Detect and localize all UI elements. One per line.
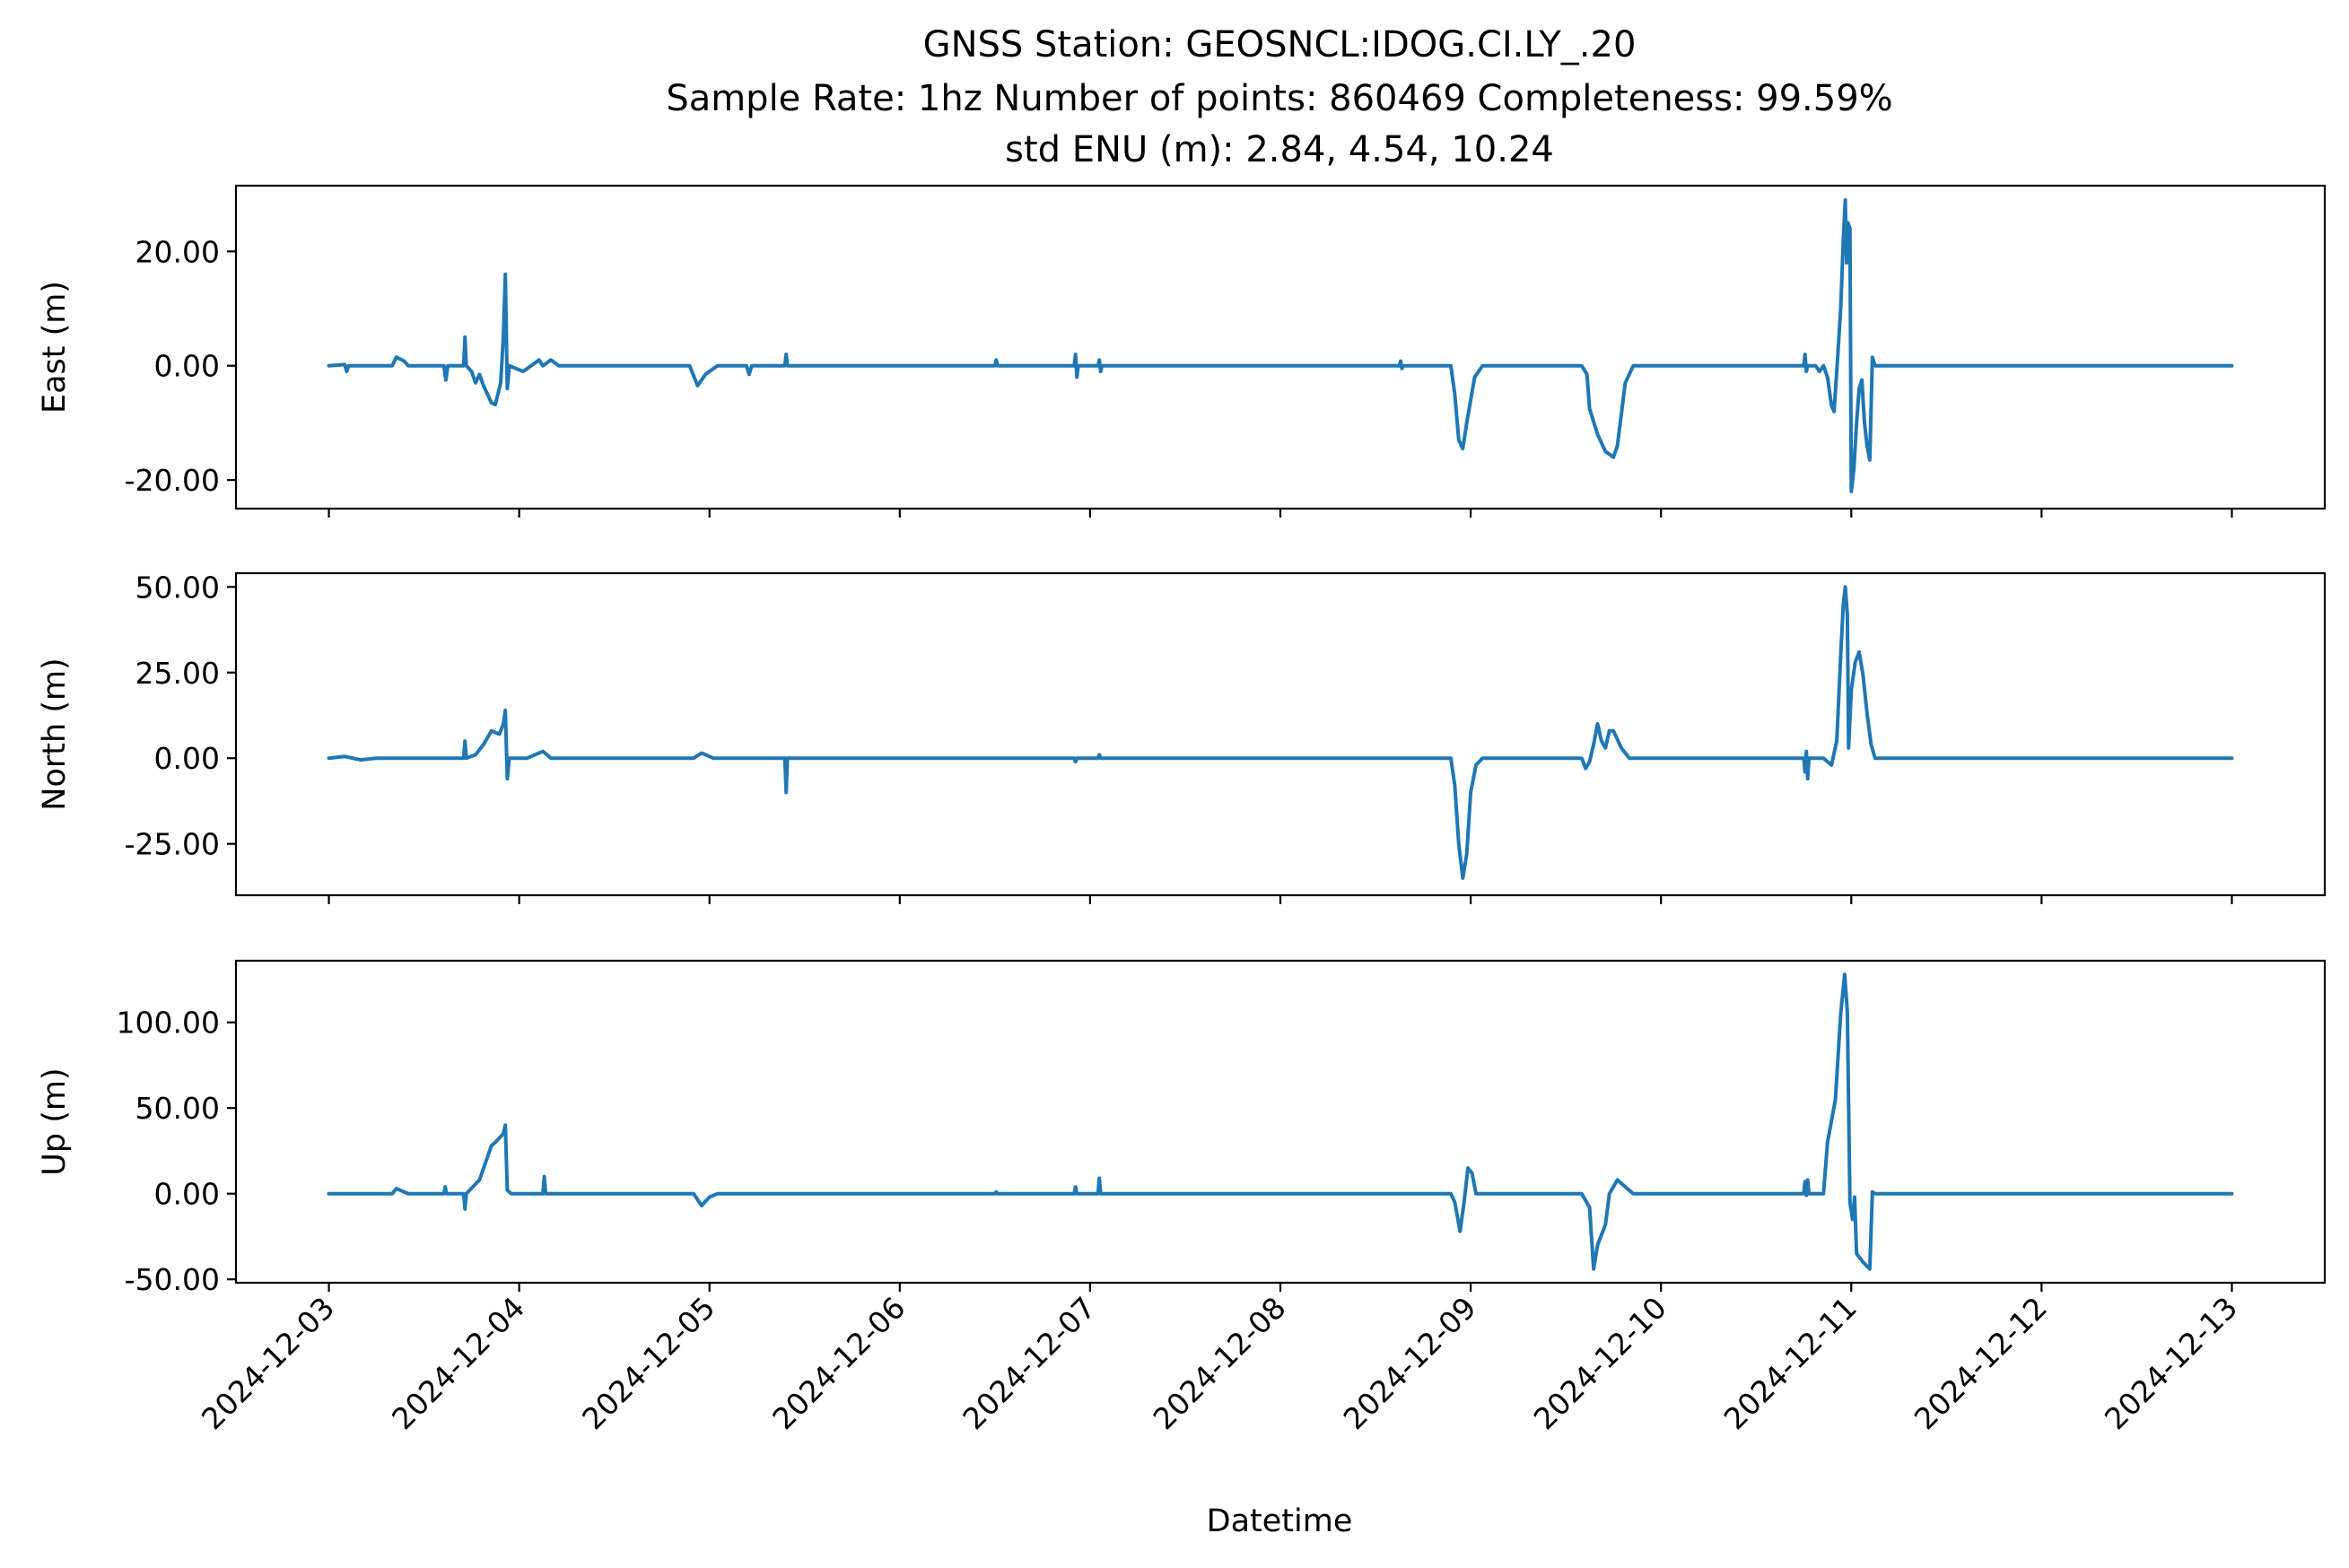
x-axis-label: Datetime — [1207, 1503, 1353, 1539]
plot-frame — [234, 571, 2327, 897]
x-tick-label: 2024-12-05 — [575, 1290, 721, 1436]
plot-frame — [234, 184, 2327, 510]
series-line — [327, 197, 2234, 493]
y-tick-label: 20.00 — [135, 234, 220, 269]
y-tick-label: 0.00 — [154, 1177, 220, 1212]
chart-title: GNSS Station: GEOSNCL:IDOG.CI.LY_.20 Sam… — [666, 24, 1892, 170]
panel-east: -20.00 0.00 20.00 East (m) — [37, 184, 2327, 518]
chart-title-line-3: std ENU (m): 2.84, 4.54, 10.24 — [1005, 129, 1554, 170]
y-tick-label: -25.00 — [125, 827, 220, 862]
y-tick-label: 100.00 — [117, 1006, 220, 1041]
x-tick-label: 2024-12-11 — [1717, 1290, 1864, 1436]
series-line — [327, 585, 2234, 880]
subplot-panels: -20.00 0.00 20.00 East (m) -25.00 0.00 25.00 50… — [37, 184, 2327, 1436]
chart-title-line-2: Sample Rate: 1hz Number of points: 86046… — [666, 78, 1892, 119]
y-tick-label: 0.00 — [154, 349, 220, 384]
x-tick-label: 2024-12-07 — [956, 1290, 1102, 1436]
chart-title-line-1: GNSS Station: GEOSNCL:IDOG.CI.LY_.20 — [923, 24, 1637, 65]
x-tick-label: 2024-12-08 — [1146, 1290, 1292, 1436]
x-tick-label: 2024-12-04 — [385, 1290, 531, 1436]
y-tick-label: -20.00 — [125, 463, 220, 498]
x-tick-label: 2024-12-10 — [1527, 1290, 1673, 1436]
x-tick-label: 2024-12-03 — [195, 1290, 341, 1436]
x-tick-label: 2024-12-06 — [765, 1290, 912, 1436]
y-tick-label: 50.00 — [135, 570, 220, 605]
y-axis-label: North (m) — [37, 658, 73, 810]
plot-frame — [234, 959, 2327, 1285]
series-line — [327, 972, 2234, 1271]
y-tick-label: 0.00 — [154, 741, 220, 776]
panel-up: -50.00 0.00 50.00 100.00 Up (m) 2024-12-03 202… — [37, 959, 2327, 1436]
y-tick-label: 50.00 — [135, 1091, 220, 1126]
x-tick-label: 2024-12-12 — [1908, 1290, 2054, 1436]
panel-north: -25.00 0.00 25.00 50.00 North (m) — [37, 570, 2327, 904]
x-tick-label: 2024-12-09 — [1337, 1290, 1483, 1436]
y-tick-label: 25.00 — [135, 656, 220, 691]
y-axis-label: Up (m) — [37, 1067, 73, 1175]
x-tick-label: 2024-12-13 — [2098, 1290, 2244, 1436]
y-tick-label: -50.00 — [125, 1262, 220, 1297]
y-axis-label: East (m) — [37, 281, 73, 414]
